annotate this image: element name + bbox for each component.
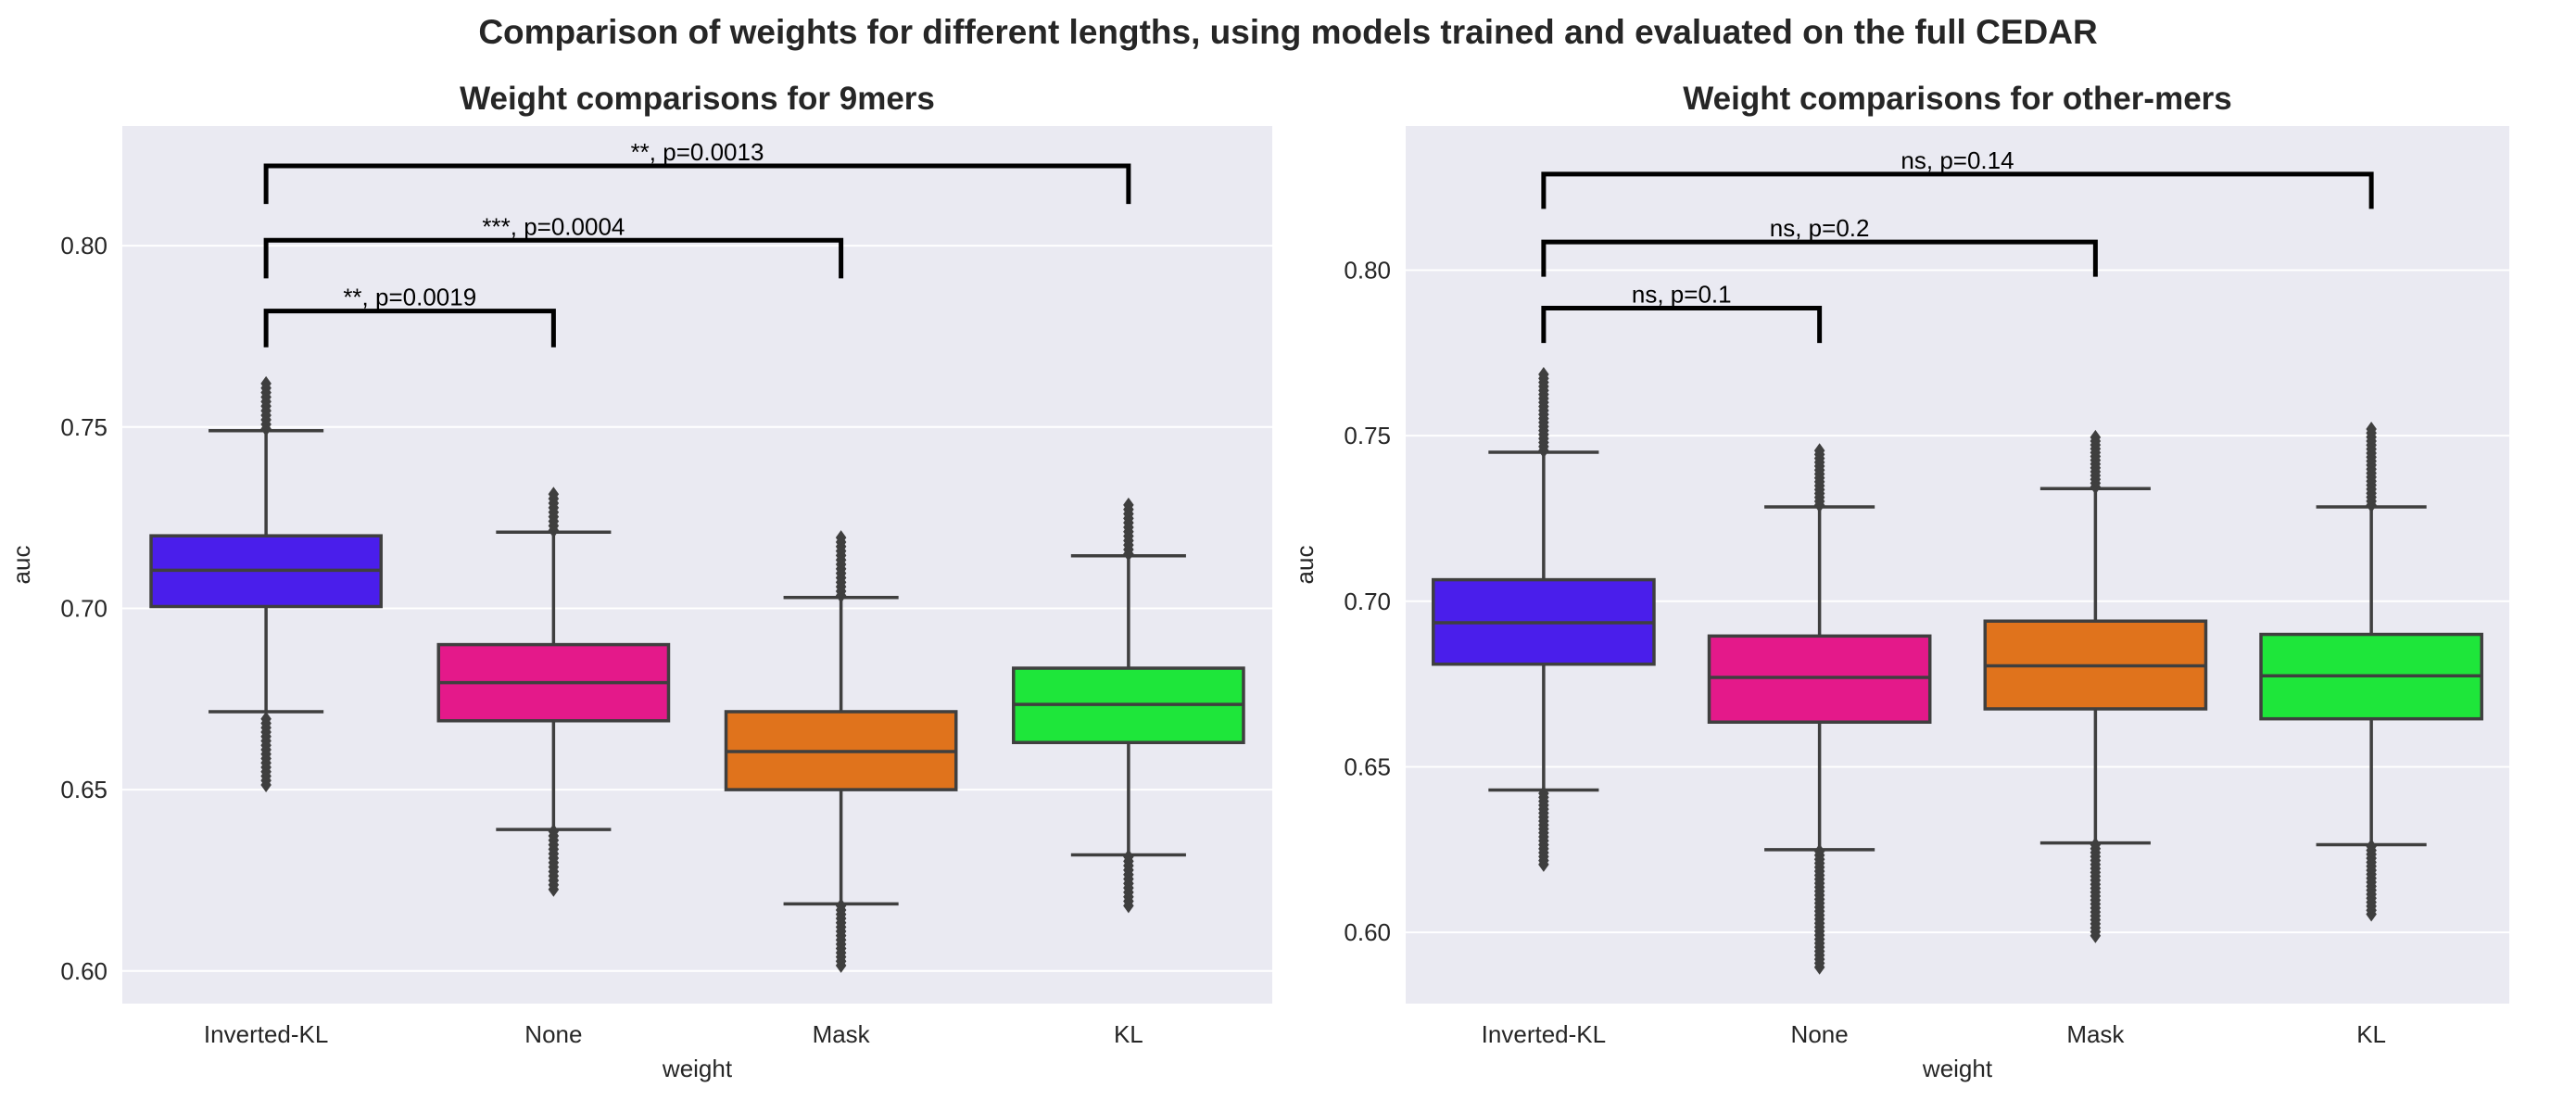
box-inverted-kl <box>1432 367 1656 872</box>
outlier-marker <box>1123 849 1134 865</box>
outlier-marker <box>1538 367 1549 383</box>
significance-bracket <box>263 237 844 279</box>
y-tick-label: 0.60 <box>1344 918 1391 946</box>
x-tick-label: Inverted-KL <box>1482 1020 1606 1048</box>
figure-suptitle: Comparison of weights for different leng… <box>478 13 2097 51</box>
significance-bracket <box>1541 306 1823 344</box>
box-mask <box>1983 429 2208 943</box>
significance-bracket <box>1541 171 2374 209</box>
y-tick-label: 0.75 <box>60 413 107 441</box>
y-tick-label: 0.70 <box>1344 588 1391 615</box>
y-axis-label: auc <box>1291 546 1319 585</box>
panel-other-mers: 0.60 0.65 0.70 0.75 0.80 Inverted-KL None Mask K… <box>1291 81 2509 1082</box>
significance-label: ns, p=0.1 <box>1632 281 1732 309</box>
box-kl <box>1012 497 1245 914</box>
outlier-marker <box>2090 837 2102 853</box>
significance-bracket <box>263 309 556 348</box>
outlier-marker <box>1813 443 1825 459</box>
outlier-marker <box>1813 843 1825 859</box>
box-none <box>436 487 671 897</box>
panel-9mers: 0.60 0.65 0.70 0.75 0.80 Inverted-KL None Mask K… <box>7 81 1272 1082</box>
y-tick-label: 0.75 <box>1344 422 1391 449</box>
x-tick-label: Mask <box>2066 1020 2125 1048</box>
box-inverted-kl <box>149 375 383 793</box>
y-tick-label: 0.60 <box>60 957 107 985</box>
box-body <box>1707 634 1932 724</box>
y-tick-label: 0.80 <box>60 232 107 259</box>
outlier-marker <box>835 898 847 914</box>
y-tick-label: 0.80 <box>1344 256 1391 284</box>
x-tick-label: KL <box>1114 1020 1143 1048</box>
x-tick-label: None <box>524 1020 582 1048</box>
panel-title: Weight comparisons for other-mers <box>1683 81 2232 117</box>
y-tick-label: 0.70 <box>60 594 107 622</box>
x-tick-label: Mask <box>813 1020 871 1048</box>
y-tick-label: 0.65 <box>60 776 107 803</box>
significance-bracket <box>263 163 1131 205</box>
outlier-marker <box>1123 497 1134 512</box>
x-tick-label: None <box>1791 1020 1849 1048</box>
significance-bracket <box>1541 239 2098 277</box>
outlier-marker <box>548 487 560 502</box>
box-kl <box>2259 421 2483 922</box>
y-tick-label: 0.65 <box>1344 752 1391 780</box>
significance-label: ***, p=0.0004 <box>482 212 625 240</box>
significance-label: ns, p=0.2 <box>1770 214 1870 242</box>
outlier-marker <box>2366 839 2377 854</box>
significance-label: ns, p=0.14 <box>1900 146 2014 174</box>
y-axis-label: auc <box>7 546 35 585</box>
plot-area <box>1406 126 2509 1004</box>
x-tick-label: KL <box>2356 1020 2386 1048</box>
box-none <box>1707 443 1932 975</box>
panel-title: Weight comparisons for 9mers <box>460 81 935 117</box>
outlier-marker <box>260 711 271 727</box>
outlier-marker <box>548 824 560 840</box>
box-mask <box>724 530 958 973</box>
outlier-marker <box>835 530 847 546</box>
outlier-marker <box>1538 786 1549 802</box>
outlier-marker <box>2090 429 2102 445</box>
outlier-marker <box>2366 421 2377 436</box>
x-tick-label: Inverted-KL <box>204 1020 328 1048</box>
x-axis-label: weight <box>1922 1055 1993 1082</box>
outlier-marker <box>260 375 271 391</box>
x-axis-label: weight <box>662 1055 733 1082</box>
significance-label: **, p=0.0019 <box>343 284 476 311</box>
significance-label: **, p=0.0013 <box>631 138 764 166</box>
